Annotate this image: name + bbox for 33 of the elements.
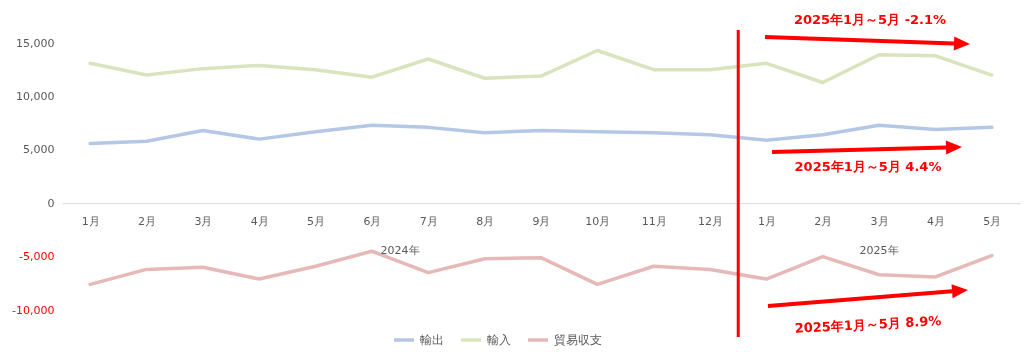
text: 2025年1月～5月 8.9% [794, 312, 942, 338]
annotation: 2025年1月～5月 4.4% [794, 158, 942, 176]
x-tick-label: 3月 [194, 214, 213, 228]
x-tick-label: 5月 [983, 214, 1002, 228]
line-series [88, 123, 994, 146]
legend-label: 輸入 [487, 333, 511, 347]
x-tick-label: 2月 [138, 214, 157, 228]
x-tick-label: 12月 [698, 214, 724, 228]
x-tick-label: 1月 [81, 214, 100, 228]
y-tick-label: 5,000 [23, 143, 55, 157]
x-tick-label: 2月 [814, 214, 833, 228]
line-series [88, 48, 994, 85]
x-tick-label: 8月 [476, 214, 495, 228]
x-tick-label: 4月 [926, 214, 945, 228]
y-tick-label: 10,000 [16, 89, 55, 103]
y-tick-label: 15,000 [16, 36, 55, 50]
y-tick-label: -10,000 [12, 303, 55, 317]
x-tick-label: 9月 [532, 214, 551, 228]
annotation: 2025年 [859, 243, 899, 258]
x-tick-label: 4月 [250, 214, 269, 228]
legend-label: 輸出 [420, 333, 444, 347]
text: 2025年1月～5月 -2.1% [793, 11, 947, 29]
x-tick-label: 10月 [585, 214, 611, 228]
x-tick-label: 3月 [870, 214, 889, 228]
y-tick-label: -5,000 [19, 250, 55, 264]
x-tick-label: 11月 [641, 214, 667, 228]
x-tick-label: 5月 [307, 214, 326, 228]
x-tick-label: 7月 [419, 214, 438, 228]
y-tick-label: 0 [47, 196, 55, 210]
x-tick-label: 1月 [757, 214, 776, 228]
annotation: 2024年 [380, 243, 420, 258]
legend-label: 貿易収支 [554, 333, 602, 347]
x-tick-label: 6月 [363, 214, 382, 228]
